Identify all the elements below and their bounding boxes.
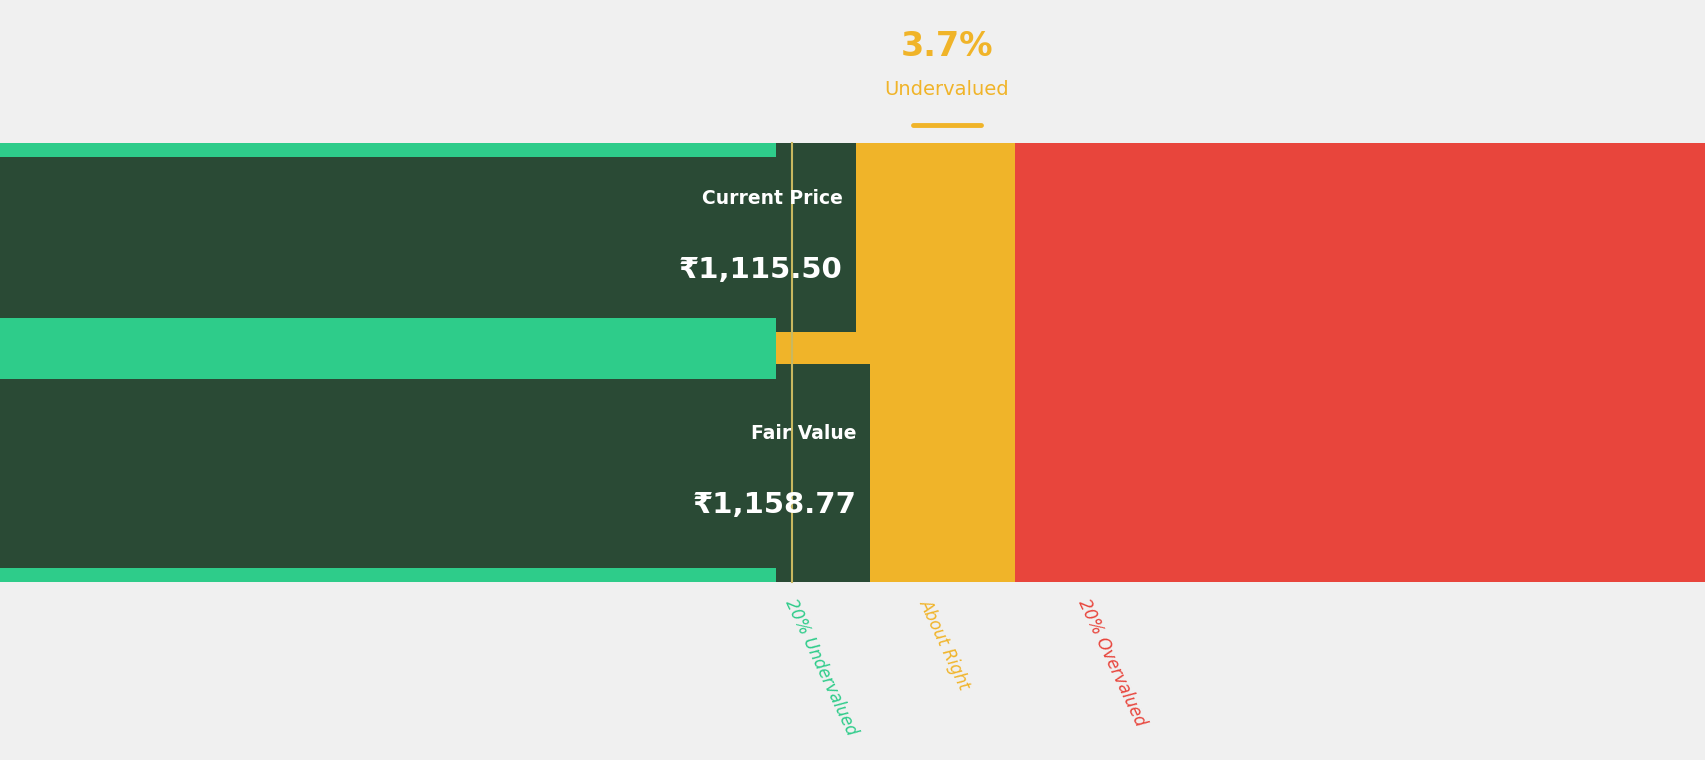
Text: Undervalued: Undervalued [883, 80, 1009, 99]
Bar [1014, 143, 1705, 582]
Bar [776, 143, 1014, 582]
Text: Current Price: Current Price [701, 188, 842, 207]
Bar [0, 364, 776, 378]
Bar [0, 318, 776, 332]
Text: 3.7%: 3.7% [900, 30, 992, 63]
Bar [0, 143, 856, 332]
Text: About Right: About Right [916, 597, 974, 693]
Bar [0, 143, 776, 157]
Bar [0, 364, 870, 582]
Text: ₹1,158.77: ₹1,158.77 [692, 492, 856, 519]
Text: 20% Undervalued: 20% Undervalued [781, 597, 859, 739]
Text: Fair Value: Fair Value [750, 425, 856, 444]
Text: 20% Overvalued: 20% Overvalued [1074, 597, 1149, 730]
Bar [0, 568, 776, 582]
Text: ₹1,115.50: ₹1,115.50 [679, 255, 842, 283]
Bar [0, 143, 776, 582]
